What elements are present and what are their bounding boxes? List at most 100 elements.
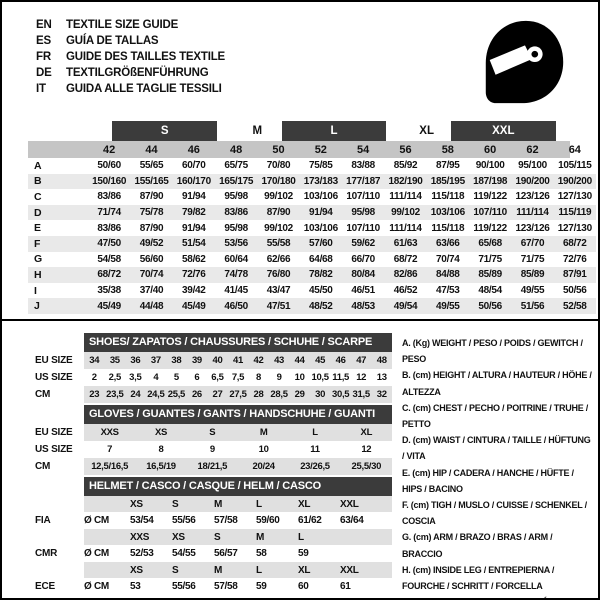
helmet-title: HELMET / CASCO / CASQUE / HELM / CASCO bbox=[84, 476, 392, 496]
helmet-size-label: M bbox=[256, 531, 265, 543]
size-value: 49/52 bbox=[139, 238, 164, 250]
size-value: 170/180 bbox=[261, 175, 296, 187]
size-value: 83/86 bbox=[97, 222, 121, 234]
size-value: 61/63 bbox=[393, 238, 418, 250]
shoes-value: 2,5 bbox=[108, 371, 122, 383]
language-code: ES bbox=[36, 35, 51, 47]
helmet-value-cells: Ø CM 53/54 55/56 57/58 59/60 61/62 63/64 bbox=[84, 512, 392, 529]
size-value: 49/54 bbox=[393, 300, 418, 312]
size-value: 46/50 bbox=[224, 300, 248, 312]
language-code: EN bbox=[36, 19, 52, 31]
size-value: 127/130 bbox=[557, 222, 592, 234]
size-column-header: 62 bbox=[526, 143, 539, 156]
shoes-value: 37 bbox=[150, 354, 161, 366]
size-value: 49/55 bbox=[436, 300, 460, 312]
size-column-header: 64 bbox=[568, 143, 581, 156]
language-list: EN TEXTILE SIZE GUIDE ES GUÍA DE TALLAS FR GU… bbox=[36, 14, 225, 97]
gloves-row-label: EU SIZE bbox=[35, 426, 73, 438]
size-column-header: 46 bbox=[187, 143, 200, 156]
helmet-value: 52/53 bbox=[130, 548, 154, 560]
size-column-header: 52 bbox=[314, 143, 327, 156]
row-label: I bbox=[34, 284, 37, 297]
size-value: 103/106 bbox=[303, 222, 338, 234]
size-value: 74/78 bbox=[224, 269, 248, 281]
legend-item: A. (Kg) WEIGHT / PESO / POIDS / GEWITCH … bbox=[402, 337, 583, 365]
size-column-header: 42 bbox=[103, 143, 116, 156]
gloves-value: XL bbox=[360, 426, 373, 438]
gloves-row: CM 12,5/16,5 16,5/19 18/21,5 20/24 23/26,5 25,… bbox=[2, 457, 392, 475]
shoes-row: US SIZE 2 2,5 3,5 4 5 6 6,5 7,5 8 9 10 10,5 11,5 12 13 bbox=[2, 369, 392, 386]
size-value: 46/51 bbox=[351, 285, 375, 297]
helmet-value: 59/60 bbox=[256, 515, 280, 527]
shoes-value: 44 bbox=[294, 354, 305, 366]
size-column-header: 50 bbox=[272, 143, 285, 156]
helmet-size-header-row: XS S M L XL XXL bbox=[2, 495, 392, 513]
legend-item: E. (cm) HIP / CADERA / HANCHE / HÜFTE / … bbox=[402, 467, 574, 494]
shoes-cells: 34 35 36 37 38 39 40 41 42 43 44 45 46 47 48 bbox=[84, 351, 392, 369]
helmet-rows: XS S M L XL XXL FIA Ø CM 53/54 55/56 57/58 59/60 61/… bbox=[2, 495, 392, 595]
language-row: IT GUIDA ALLE TAGLIE TESSILI bbox=[36, 81, 225, 97]
size-value: 72/76 bbox=[563, 253, 587, 265]
helmet-value: 55/56 bbox=[172, 581, 196, 593]
size-value: 83/86 bbox=[224, 207, 248, 219]
size-band-xl: XL bbox=[419, 124, 434, 137]
size-value: 50/56 bbox=[478, 300, 502, 312]
size-value: 85/89 bbox=[478, 269, 502, 281]
gloves-title: GLOVES / GUANTES / GANTS / HANDSCHUHE / … bbox=[84, 404, 392, 424]
shoes-value: 38 bbox=[171, 354, 182, 366]
helmet-value: 59 bbox=[298, 548, 309, 560]
size-value: 182/190 bbox=[388, 175, 423, 187]
size-value: 47/53 bbox=[436, 285, 460, 297]
size-value: 190/200 bbox=[557, 175, 592, 187]
gloves-value: 9 bbox=[209, 443, 215, 455]
size-value: 67/70 bbox=[520, 238, 545, 250]
size-band-l: L bbox=[281, 120, 387, 141]
shoes-value: 2 bbox=[91, 371, 97, 383]
size-column-header: 60 bbox=[484, 143, 497, 156]
size-table-row: G 54/58 56/60 58/62 60/64 62/66 64/68 66/70 68/7… bbox=[28, 252, 596, 268]
accessory-tables: SHOES/ ZAPATOS / CHAUSSURES / SCHUHE / S… bbox=[2, 321, 392, 598]
helmet-size-label: XL bbox=[298, 498, 311, 510]
shoes-value: 24,5 bbox=[147, 388, 165, 400]
gloves-row: US SIZE 7 8 9 10 11 12 bbox=[2, 441, 392, 458]
helmet-size-label: L bbox=[298, 531, 304, 543]
shoes-section: SHOES/ ZAPATOS / CHAUSSURES / SCHUHE / S… bbox=[2, 332, 392, 403]
size-band-m: M bbox=[252, 124, 263, 137]
shoes-value: 41 bbox=[233, 354, 243, 366]
shoes-row: EU SIZE 34 35 36 37 38 39 40 41 42 43 44 45 46 47 48 bbox=[2, 351, 392, 369]
gloves-row-label: US SIZE bbox=[35, 443, 73, 455]
size-value: 84/88 bbox=[436, 269, 460, 281]
gloves-value: XS bbox=[154, 426, 168, 438]
size-table-row: A 50/60 55/65 60/70 65/75 70/80 75/85 83/88 85/9… bbox=[28, 158, 596, 174]
helmet-size-label: S bbox=[214, 531, 221, 543]
size-value: 123/126 bbox=[515, 222, 550, 234]
row-label: F bbox=[34, 237, 41, 250]
size-value: 155/165 bbox=[134, 175, 169, 187]
size-value: 50/56 bbox=[563, 285, 587, 297]
language-row: FR GUIDE DES TAILLES TEXTILE bbox=[36, 49, 225, 65]
size-value: 47/50 bbox=[97, 238, 121, 250]
shoes-value: 43 bbox=[274, 354, 285, 366]
helmet-value: 61/62 bbox=[298, 515, 322, 527]
size-value: 66/70 bbox=[351, 253, 375, 265]
shoes-value: 3,5 bbox=[129, 371, 142, 383]
shoes-value: 25,5 bbox=[167, 388, 186, 400]
shoes-value: 45 bbox=[315, 354, 326, 366]
shoes-value: 10 bbox=[294, 371, 305, 383]
size-table-row: C 83/86 87/90 91/94 95/98 99/102 103/106 107/11… bbox=[28, 189, 596, 205]
helmet-size-cells: XXS XS S M L bbox=[84, 528, 392, 546]
size-value: 91/94 bbox=[182, 191, 206, 203]
helmet-value: 60 bbox=[298, 581, 309, 593]
size-value: 75/78 bbox=[139, 207, 164, 219]
gloves-section: GLOVES / GUANTES / GANTS / HANDSCHUHE / … bbox=[2, 404, 392, 475]
size-table-row: J 45/49 44/48 45/49 46/50 47/51 48/52 48/53 49/5… bbox=[28, 298, 596, 314]
helmet-diameter-label: Ø CM bbox=[84, 548, 109, 560]
size-value: 95/100 bbox=[518, 160, 547, 172]
size-value: 99/102 bbox=[391, 207, 420, 219]
size-value: 87/90 bbox=[266, 207, 291, 219]
helmet-value: 57/58 bbox=[214, 515, 238, 527]
helmet-size-label: XL bbox=[298, 564, 311, 576]
size-value: 173/183 bbox=[303, 175, 338, 187]
shoes-value: 23 bbox=[89, 388, 100, 400]
size-value: 68/72 bbox=[393, 253, 418, 265]
